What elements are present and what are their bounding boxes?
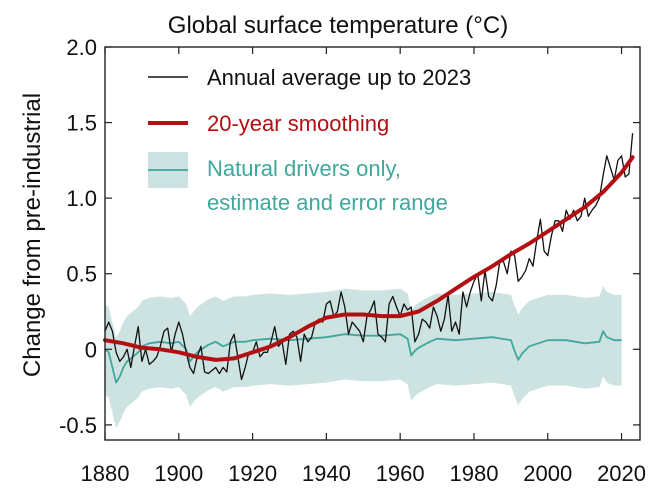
y-tick-label: 2.0 xyxy=(66,35,97,60)
legend: Annual average up to 2023 20-year smooth… xyxy=(148,65,471,215)
y-tick-label: 0.5 xyxy=(66,262,97,287)
y-tick-label: 0 xyxy=(85,337,97,362)
x-tick-label: 1940 xyxy=(302,461,351,486)
x-tick-label: 1960 xyxy=(376,461,425,486)
y-tick-label: -0.5 xyxy=(59,413,97,438)
x-axis-ticks: 1880 1900 1920 1940 1960 1980 2000 2020 xyxy=(81,47,646,486)
natural-drivers-line xyxy=(104,330,622,384)
y-tick-label: 1.5 xyxy=(66,111,97,136)
y-axis-ticks: -0.5 0 0.5 1.0 1.5 2.0 xyxy=(59,35,640,438)
smooth-line-layer xyxy=(103,155,635,362)
legend-smooth-label: 20-year smoothing xyxy=(207,111,389,136)
legend-natural-label-line1: Natural drivers only, xyxy=(207,156,401,181)
x-tick-label: 1920 xyxy=(228,461,277,486)
plot-frame xyxy=(104,46,641,441)
x-tick-label: 1900 xyxy=(154,461,203,486)
y-tick-label: 1.0 xyxy=(66,186,97,211)
x-tick-label: 1880 xyxy=(81,461,130,486)
legend-natural-label-line2: estimate and error range xyxy=(207,190,448,215)
natural-range-band xyxy=(105,285,622,428)
legend-annual-label: Annual average up to 2023 xyxy=(207,65,471,90)
natural-range-band-layer xyxy=(105,285,622,428)
chart-title: Global surface temperature (°C) xyxy=(168,12,508,39)
x-tick-label: 2020 xyxy=(597,461,646,486)
x-tick-label: 1980 xyxy=(449,461,498,486)
natural-line-layer xyxy=(104,330,622,384)
smoothing-line xyxy=(103,155,635,362)
y-axis-label: Change from pre-industrial xyxy=(19,93,46,377)
x-tick-label: 2000 xyxy=(523,461,572,486)
